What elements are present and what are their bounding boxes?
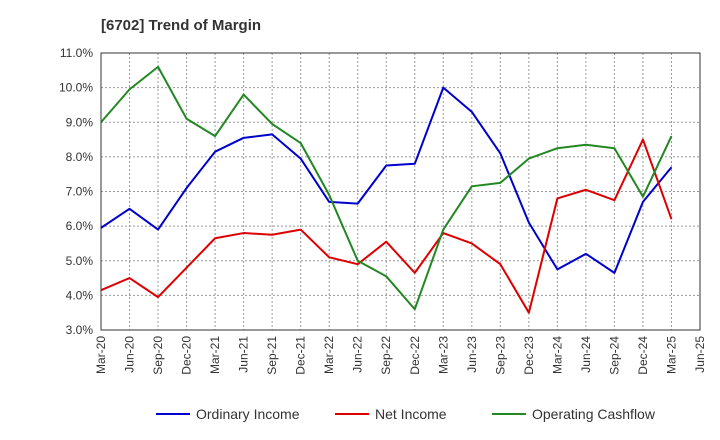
x-tick-label: Jun-21	[237, 336, 251, 373]
x-tick-label: Mar-24	[550, 336, 564, 374]
x-tick-label: Mar-22	[322, 336, 336, 374]
x-tick-label: Jun-24	[579, 336, 593, 373]
x-tick-label: Sep-20	[151, 336, 165, 375]
x-tick-label: Sep-23	[493, 336, 507, 375]
legend: Ordinary Income Net Income Operating Cashf…	[156, 406, 656, 422]
grid-layer	[100, 52, 701, 331]
x-tick-label: Mar-20	[94, 336, 108, 374]
legend-label-net-income: Net Income	[375, 406, 447, 422]
x-tick-label: Sep-21	[265, 336, 279, 375]
x-tick-label: Mar-23	[436, 336, 450, 374]
x-tick-label: Jun-23	[465, 336, 479, 373]
legend-label-operating-cashflow: Operating Cashflow	[532, 406, 656, 422]
series-line-operating-cashflow	[100, 65, 673, 311]
x-tick-label: Dec-23	[522, 336, 536, 375]
y-tick-label: 11.0%	[60, 46, 93, 60]
x-tick-label: Jun-25	[693, 336, 707, 373]
x-axis-ticks: Mar-20 Jun-20 Sep-20 Dec-20 Mar-21 Jun-21 Sep-…	[94, 336, 707, 375]
y-tick-label: 3.0%	[66, 323, 94, 337]
series-layer	[100, 65, 673, 314]
x-tick-label: Sep-24	[607, 336, 621, 375]
chart-title: [6702] Trend of Margin	[101, 17, 261, 34]
x-tick-label: Sep-22	[379, 336, 393, 375]
x-tick-label: Jun-20	[123, 336, 137, 373]
x-tick-label: Mar-21	[208, 336, 222, 374]
y-tick-label: 6.0%	[66, 219, 94, 233]
x-tick-label: Jun-22	[351, 336, 365, 373]
y-axis-ticks: 3.0% 4.0% 5.0% 6.0% 7.0% 8.0% 9.0% 10.0% 11.0%	[59, 46, 93, 337]
x-tick-label: Mar-25	[664, 336, 678, 374]
y-tick-label: 10.0%	[59, 81, 93, 95]
x-tick-label: Dec-21	[294, 336, 308, 375]
x-tick-label: Dec-20	[180, 336, 194, 375]
y-tick-label: 4.0%	[66, 288, 94, 302]
x-tick-label: Dec-24	[636, 336, 650, 375]
y-tick-label: 5.0%	[66, 254, 94, 268]
legend-label-ordinary-income: Ordinary Income	[196, 406, 300, 422]
y-tick-label: 8.0%	[66, 150, 94, 164]
y-tick-label: 7.0%	[66, 185, 94, 199]
y-tick-label: 9.0%	[66, 115, 94, 129]
series-line-net-income	[100, 138, 673, 314]
plot-frame	[100, 52, 701, 331]
series-line-ordinary-income	[100, 86, 673, 274]
x-tick-label: Dec-22	[408, 336, 422, 375]
